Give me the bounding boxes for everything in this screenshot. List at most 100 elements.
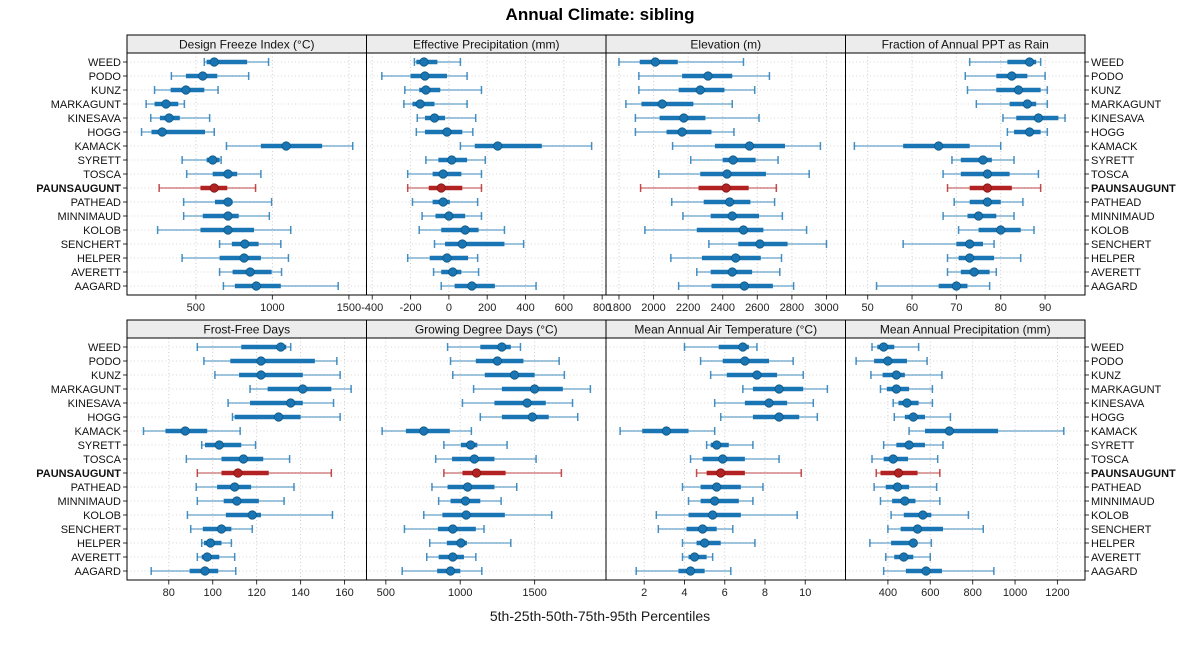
median-dot (419, 57, 429, 67)
percentile-row-weed (968, 57, 1042, 67)
axis-tick-label: 400 (879, 587, 897, 599)
median-dot (899, 552, 909, 562)
median-dot (982, 169, 993, 179)
median-dot (657, 99, 667, 109)
percentile-row-kinesava (634, 113, 760, 123)
median-dot (415, 99, 425, 109)
chart-title: Annual Climate: sibling (505, 5, 695, 24)
axis-tick-label: 3000 (814, 302, 838, 314)
median-dot (703, 71, 713, 81)
percentile-row-kunz (638, 85, 756, 95)
median-dot (247, 510, 257, 520)
station-label-left-minnimaud: MINNIMAUD (57, 496, 121, 508)
panel-design-freeze-index-c: 500 1000 1500 Design Freeze Index (°C) (123, 34, 367, 314)
station-label-right-kolob: KOLOB (1091, 225, 1129, 237)
percentile-row-podo (699, 356, 794, 366)
median-dot (421, 85, 431, 95)
percentile-row-kinesava (713, 398, 815, 408)
station-label-left-pathead: PATHEAD (71, 482, 121, 494)
percentile-row-hogg (415, 127, 474, 137)
axis-tick-label: 2800 (780, 302, 804, 314)
percentile-row-paunsaugunt (946, 183, 1042, 193)
percentile-row-hogg (893, 412, 952, 422)
median-dot (951, 281, 961, 291)
station-label-right-tosca: TOSCA (1091, 169, 1129, 181)
station-label-left-kolob: KOLOB (83, 225, 121, 237)
percentile-row-averett (196, 552, 236, 562)
median-dot (718, 454, 728, 464)
percentiles-caption: 5th-25th-50th-75th-95th Percentiles (489, 608, 711, 624)
percentile-row-paunsaugunt (875, 468, 941, 478)
median-dot (739, 281, 749, 291)
station-label-right-senchert: SENCHERT (1091, 239, 1152, 251)
panel-effective-precipitation-mm: -400 -200 0 200 400 600 800 Effective Precipita… (361, 34, 611, 314)
median-dot (883, 356, 893, 366)
median-dot (973, 211, 984, 221)
median-dot (214, 440, 224, 450)
percentile-row-kamack (225, 141, 354, 151)
median-dot (888, 454, 898, 464)
median-dot (256, 356, 266, 366)
median-dot (180, 426, 190, 436)
percentile-row-helper (670, 253, 783, 263)
station-label-right-pathead: PATHEAD (1091, 482, 1141, 494)
axis-tick-label: 120 (247, 587, 265, 599)
median-dot (456, 538, 466, 548)
percentile-row-helper (181, 253, 290, 263)
percentile-row-averett (885, 552, 932, 562)
median-dot (442, 127, 452, 137)
median-dot (934, 141, 944, 151)
median-dot (921, 566, 931, 576)
axis-tick-label: 2400 (710, 302, 734, 314)
median-dot (774, 412, 784, 422)
percentile-row-tosca (689, 454, 780, 464)
median-dot (436, 183, 446, 193)
percentile-row-tosca (434, 454, 537, 464)
percentile-row-helper (681, 538, 756, 548)
percentile-row-weed (446, 342, 522, 352)
median-dot (738, 342, 748, 352)
station-label-right-kolob: KOLOB (1091, 510, 1129, 522)
station-label-left-weed: WEED (88, 342, 121, 354)
median-dot (286, 398, 296, 408)
median-dot (740, 356, 750, 366)
percentile-row-podo (203, 356, 338, 366)
strip-title-design-freeze-index-c: Design Freeze Index (°C) (179, 38, 315, 52)
median-dot (419, 426, 429, 436)
axis-tick-label: 2000 (641, 302, 665, 314)
median-dot (892, 482, 903, 492)
axis-tick-label: 2 (641, 587, 647, 599)
median-dot (969, 267, 979, 277)
station-label-left-kolob: KOLOB (83, 510, 121, 522)
median-dot (471, 468, 482, 478)
panel-frost-free-days: 80 100 120 140 160 Frost-Free Days (123, 319, 367, 599)
station-label-right-aagard: AAGARD (1091, 566, 1138, 578)
percentile-row-aagard (222, 281, 339, 291)
median-dot (522, 398, 532, 408)
station-label-right-averett: AVERETT (1091, 267, 1141, 279)
median-dot (232, 496, 242, 506)
median-dot (727, 267, 737, 277)
percentile-row-paunsaugunt (406, 183, 483, 193)
station-label-left-senchert: SENCHERT (61, 524, 122, 536)
median-dot (755, 239, 765, 249)
median-dot (891, 370, 901, 380)
median-dot (965, 239, 975, 249)
median-dot (912, 524, 923, 534)
axis-tick-label: 100 (204, 587, 222, 599)
axis-tick-label: 1800 (607, 302, 631, 314)
station-label-left-paunsaugunt: PAUNSAUGUNT (36, 468, 121, 480)
median-dot (774, 384, 784, 394)
median-dot (698, 524, 708, 534)
median-dot (157, 127, 167, 137)
axis-tick-label: 200 (478, 302, 496, 314)
percentile-row-syrett (200, 440, 257, 450)
percentile-row-paunsaugunt (695, 468, 802, 478)
median-dot (239, 253, 249, 263)
station-label-left-averett: AVERETT (71, 552, 121, 564)
median-dot (467, 281, 477, 291)
percentile-row-minnimaud (682, 211, 784, 221)
percentile-row-aagard (150, 566, 237, 576)
percentile-row-kinesava (461, 398, 574, 408)
station-label-left-aagard: AAGARD (75, 566, 122, 578)
